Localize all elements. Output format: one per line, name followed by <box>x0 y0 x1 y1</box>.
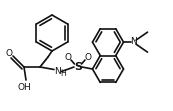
Text: O: O <box>84 53 92 61</box>
Text: O: O <box>6 49 13 58</box>
Text: O: O <box>65 53 71 61</box>
Text: S: S <box>74 62 82 72</box>
Text: N: N <box>130 37 137 46</box>
Text: N: N <box>54 67 61 76</box>
Text: H: H <box>61 69 66 78</box>
Text: OH: OH <box>17 83 31 92</box>
